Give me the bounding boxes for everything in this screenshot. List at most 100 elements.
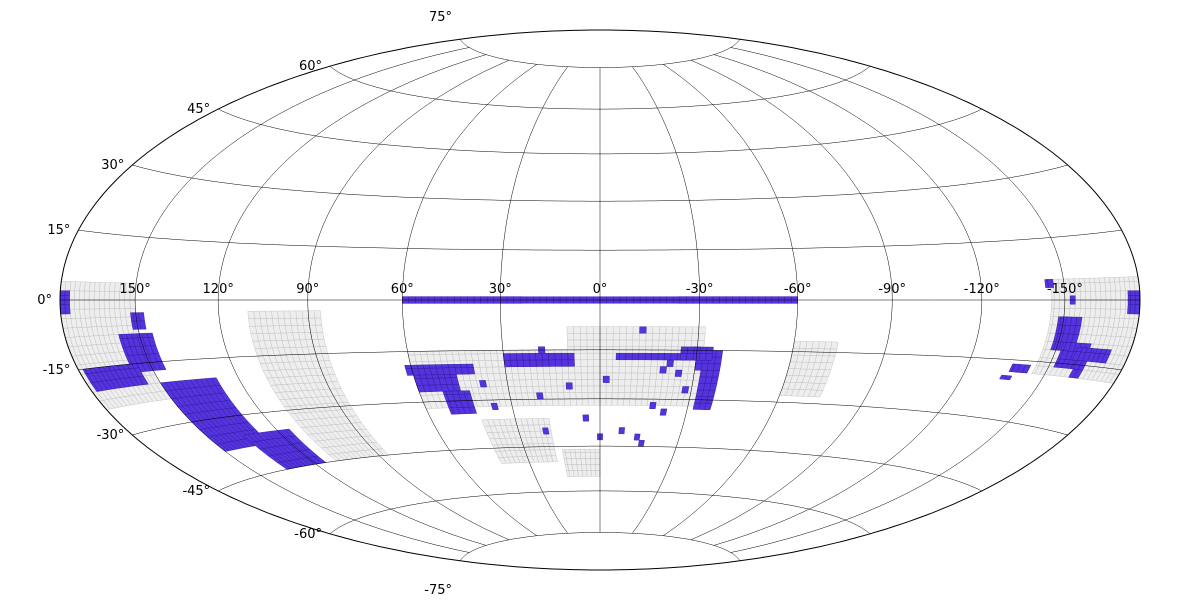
survey-cell bbox=[586, 333, 594, 341]
survey-cell bbox=[1080, 299, 1087, 309]
survey-cell bbox=[652, 333, 660, 341]
survey-cell bbox=[590, 470, 596, 477]
survey-cell bbox=[464, 350, 472, 355]
survey-cell bbox=[625, 339, 634, 347]
survey-cell bbox=[639, 333, 647, 341]
survey-cell bbox=[510, 366, 519, 374]
survey-cell bbox=[569, 392, 577, 400]
survey-cell bbox=[313, 310, 322, 319]
survey-cell bbox=[595, 464, 601, 471]
survey-cell bbox=[509, 350, 517, 354]
survey-cell bbox=[606, 366, 613, 374]
survey-cell bbox=[587, 372, 595, 380]
survey-cell bbox=[580, 372, 588, 380]
survey-cell bbox=[543, 372, 551, 380]
survey-cell bbox=[470, 350, 478, 355]
observed-field-cell bbox=[503, 353, 511, 361]
observed-field-cell bbox=[64, 290, 71, 296]
survey-cell bbox=[575, 398, 583, 406]
survey-cell bbox=[1059, 299, 1066, 309]
survey-cell bbox=[574, 379, 582, 387]
meridian-line bbox=[663, 64, 798, 536]
survey-cell bbox=[599, 366, 607, 374]
survey-cell bbox=[631, 359, 639, 367]
survey-cell bbox=[593, 398, 601, 406]
survey-cell bbox=[611, 392, 619, 400]
survey-cell bbox=[611, 385, 619, 393]
survey-cell bbox=[599, 385, 607, 393]
survey-cell bbox=[617, 385, 625, 393]
survey-cell bbox=[593, 379, 601, 387]
observed-field-cell bbox=[698, 353, 707, 361]
latitude-tick-label: -30° bbox=[97, 428, 125, 443]
survey-cell bbox=[265, 310, 273, 319]
survey-cell bbox=[605, 398, 613, 406]
meridian-line bbox=[217, 54, 487, 546]
observed-field-cell bbox=[695, 389, 704, 397]
survey-cell bbox=[517, 366, 525, 374]
survey-cell bbox=[580, 326, 587, 334]
survey-cell bbox=[666, 386, 674, 394]
observed-field-cell bbox=[428, 364, 437, 369]
survey-cell bbox=[483, 350, 491, 355]
survey-cell bbox=[98, 291, 105, 301]
survey-cell bbox=[636, 379, 644, 387]
observed-field-cell bbox=[638, 353, 646, 360]
observed-field-cell bbox=[699, 369, 708, 378]
observed-field-cell bbox=[449, 374, 458, 379]
survey-cell bbox=[625, 333, 634, 341]
survey-cell bbox=[586, 352, 594, 360]
survey-cell bbox=[481, 419, 490, 427]
survey-cell bbox=[647, 392, 655, 400]
survey-cell bbox=[589, 449, 596, 453]
survey-cell bbox=[1123, 276, 1130, 282]
meridian-line bbox=[134, 47, 470, 553]
survey-cell bbox=[1068, 308, 1076, 318]
survey-cell bbox=[277, 310, 285, 319]
survey-cell bbox=[635, 392, 643, 400]
survey-cell bbox=[78, 299, 85, 310]
survey-cell bbox=[1050, 308, 1055, 317]
survey-cell bbox=[562, 449, 566, 453]
survey-cell bbox=[580, 339, 588, 347]
observed-field-point bbox=[479, 380, 488, 388]
observed-field-cell bbox=[1057, 316, 1062, 326]
tick-labels: 150° 120° 90° 60° 30° 0° -30° -60° -90° -120° -150… bbox=[37, 10, 1083, 598]
survey-cell bbox=[259, 310, 267, 319]
observed-field-cell bbox=[714, 356, 723, 365]
survey-cell bbox=[661, 372, 670, 380]
observed-field-cell bbox=[567, 359, 575, 367]
survey-cell bbox=[1079, 308, 1086, 318]
observed-field-cell bbox=[644, 352, 652, 361]
survey-cell bbox=[124, 299, 131, 309]
survey-cell bbox=[93, 299, 100, 310]
survey-cell bbox=[575, 385, 583, 393]
survey-cell bbox=[413, 351, 422, 356]
survey-cell bbox=[563, 392, 571, 400]
survey-cell bbox=[1053, 299, 1060, 309]
survey-cell bbox=[549, 372, 557, 380]
survey-cell bbox=[426, 350, 434, 355]
survey-cell bbox=[531, 379, 539, 387]
survey-cell bbox=[108, 299, 115, 309]
survey-cell bbox=[606, 352, 614, 360]
observed-field-cell bbox=[1060, 341, 1067, 351]
survey-cell bbox=[490, 353, 498, 361]
survey-cell bbox=[266, 318, 274, 327]
observed-field-cell bbox=[657, 353, 665, 361]
survey-cell bbox=[612, 359, 620, 367]
survey-cell bbox=[690, 339, 699, 348]
survey-cell bbox=[668, 366, 677, 374]
observed-fields-layer bbox=[59, 279, 1141, 470]
survey-cell bbox=[1098, 277, 1106, 283]
longitude-tick-label: 30° bbox=[489, 282, 512, 297]
survey-cell bbox=[594, 449, 601, 453]
survey-cell bbox=[612, 339, 620, 347]
survey-cell bbox=[489, 350, 498, 354]
survey-cell bbox=[587, 379, 595, 387]
survey-cell bbox=[555, 372, 563, 380]
survey-cell bbox=[613, 326, 620, 334]
survey-cell bbox=[83, 290, 90, 301]
latitude-tick-label: 15° bbox=[47, 223, 70, 238]
observed-field-point bbox=[582, 414, 590, 422]
